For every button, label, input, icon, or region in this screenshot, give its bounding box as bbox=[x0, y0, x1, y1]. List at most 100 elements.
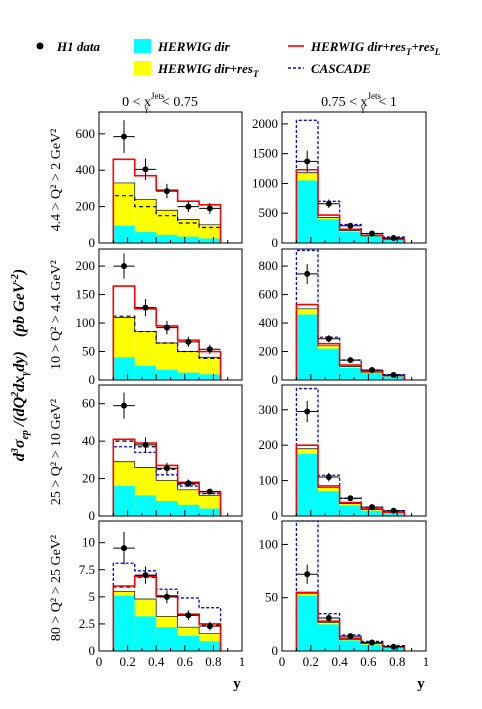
panel-7: 0 2.5 5 7.5 10 0 0.2 0.4 0.6 0.8 1 bbox=[79, 520, 246, 669]
dir-bar bbox=[177, 372, 200, 380]
dir-bar bbox=[339, 640, 362, 651]
data-point bbox=[390, 507, 397, 514]
legend-cascade-label: CASCADE bbox=[311, 61, 371, 76]
cascade-line bbox=[112, 562, 222, 651]
legend-full-label: HERWIG dir+resT+resL bbox=[310, 39, 441, 57]
full-line bbox=[295, 444, 406, 516]
data-point bbox=[163, 324, 170, 331]
data-point bbox=[369, 504, 375, 511]
panel-5: 0 20 40 60 bbox=[82, 384, 243, 523]
x-tick-label: 0.2 bbox=[119, 654, 135, 669]
x-tick-label: 0.4 bbox=[331, 654, 348, 669]
legend-dirres-label: HERWIG dir+resT bbox=[157, 61, 259, 79]
data-point bbox=[390, 372, 397, 379]
dir-bar bbox=[113, 357, 135, 380]
dir-bar bbox=[361, 510, 383, 516]
dirres-outline bbox=[112, 182, 221, 243]
panel-6: 0 100 200 300 bbox=[259, 384, 427, 523]
y-tick-label: 800 bbox=[259, 258, 279, 273]
y-tick-label: 400 bbox=[76, 162, 96, 177]
y-tick-label: 2.5 bbox=[79, 616, 95, 631]
data-point bbox=[304, 408, 311, 415]
y-tick-label: 200 bbox=[259, 437, 279, 452]
dir-bar bbox=[134, 232, 157, 243]
dir-bar bbox=[382, 513, 405, 516]
dir-bar bbox=[296, 314, 318, 380]
dir-bar bbox=[318, 219, 340, 243]
data-point bbox=[325, 335, 332, 342]
dir-bar bbox=[156, 369, 178, 380]
y-tick-label: 100 bbox=[259, 473, 279, 488]
dir-bar bbox=[361, 236, 383, 243]
data-point bbox=[347, 357, 354, 364]
y-tick-label: 0 bbox=[272, 508, 279, 523]
dir-bar bbox=[361, 372, 383, 380]
data-point bbox=[142, 572, 149, 579]
y-tick-label: 150 bbox=[76, 287, 96, 302]
cascade-line bbox=[112, 446, 222, 516]
panel-1: 0 200 400 600 bbox=[76, 111, 243, 250]
data-point bbox=[347, 495, 354, 502]
legend: H1 data HERWIG dir HERWIG dir+resT HERWI… bbox=[36, 39, 441, 79]
data-point bbox=[347, 633, 354, 640]
data-point bbox=[206, 488, 213, 495]
xlabel-right: y bbox=[417, 676, 425, 692]
row-label-4: 80 > Q² > 25 GeV² bbox=[49, 535, 64, 641]
dir-bar bbox=[177, 635, 200, 651]
legend-dirres-swatch bbox=[134, 61, 151, 75]
data-point bbox=[206, 623, 213, 630]
xlabel-left: y bbox=[233, 676, 241, 692]
data-point bbox=[121, 263, 128, 270]
y-tick-label: 7.5 bbox=[79, 562, 95, 577]
dir-bar bbox=[382, 376, 405, 380]
y-tick-label: 100 bbox=[76, 315, 96, 330]
dir-bar bbox=[156, 234, 178, 243]
x-tick-label: 0.8 bbox=[389, 654, 405, 669]
data-point bbox=[206, 346, 213, 353]
y-tick-label: 200 bbox=[259, 344, 279, 359]
data-point bbox=[163, 593, 170, 600]
x-tick-label: 0.6 bbox=[360, 654, 377, 669]
y-tick-label: 100 bbox=[259, 536, 279, 551]
dir-bar bbox=[339, 367, 362, 380]
dashed-line bbox=[112, 195, 222, 243]
y-tick-label: 50 bbox=[265, 590, 278, 605]
svg-text:d3σep /(dQ2dxγdy)(pb GeV-2): d3σep /(dQ2dxγdy)(pb GeV-2) bbox=[10, 269, 31, 461]
y-tick-label: 0 bbox=[272, 235, 279, 250]
data-point bbox=[121, 545, 128, 552]
panel-8: 0 50 100 0 0.2 0.4 0.6 0.8 1 bbox=[259, 520, 429, 669]
dir-bar bbox=[296, 595, 318, 651]
dir-bar bbox=[318, 491, 340, 516]
legend-dir-label: HERWIG dir bbox=[157, 39, 231, 54]
data-point bbox=[163, 465, 170, 472]
row-label-1: 4.4 > Q² > 2 GeV² bbox=[49, 129, 64, 232]
panel-4: 0 200 400 600 800 bbox=[259, 248, 427, 387]
y-tick-label: 2000 bbox=[252, 116, 278, 131]
data-point bbox=[369, 639, 375, 646]
data-point bbox=[142, 304, 149, 311]
y-tick-label: 0 bbox=[89, 372, 96, 387]
y-tick-label: 0 bbox=[89, 508, 96, 523]
y-tick-label: 600 bbox=[259, 287, 279, 302]
x-tick-label: 1 bbox=[239, 654, 246, 669]
y-tick-label: 200 bbox=[76, 258, 96, 273]
dir-bar bbox=[199, 508, 221, 516]
data-point bbox=[325, 200, 332, 207]
data-point bbox=[142, 166, 149, 173]
dir-bar bbox=[156, 627, 178, 651]
dir-bar bbox=[177, 504, 200, 516]
dir-bar bbox=[339, 505, 362, 516]
data-point bbox=[390, 643, 397, 650]
dir-bar bbox=[113, 486, 135, 516]
data-point bbox=[304, 571, 311, 578]
dir-bar bbox=[361, 644, 383, 651]
column-title-2: 0.75 < xJets γ < 1 bbox=[321, 91, 397, 113]
data-point bbox=[206, 205, 213, 212]
y-tick-label: 600 bbox=[76, 126, 96, 141]
dirres-outline bbox=[112, 461, 221, 516]
data-point bbox=[325, 474, 332, 481]
dir-bar bbox=[339, 231, 362, 243]
y-tick-label: 5 bbox=[89, 589, 96, 604]
y-tick-label: 20 bbox=[82, 471, 95, 486]
data-point bbox=[185, 203, 192, 210]
